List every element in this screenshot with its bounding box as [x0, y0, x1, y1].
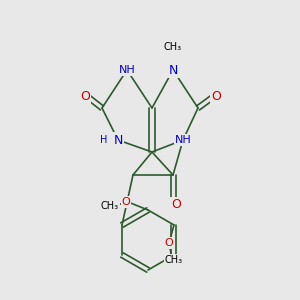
Text: N: N [168, 64, 178, 76]
Text: CH₃: CH₃ [164, 42, 182, 52]
Text: O: O [211, 91, 221, 103]
Text: O: O [171, 199, 181, 212]
Text: CH₃: CH₃ [165, 255, 183, 265]
Text: NH: NH [118, 65, 135, 75]
Text: O: O [122, 197, 130, 207]
Text: NH: NH [175, 135, 191, 145]
Text: N: N [113, 134, 123, 146]
Text: O: O [80, 91, 90, 103]
Text: O: O [165, 238, 173, 248]
Text: H: H [100, 135, 108, 145]
Text: CH₃: CH₃ [101, 201, 119, 211]
